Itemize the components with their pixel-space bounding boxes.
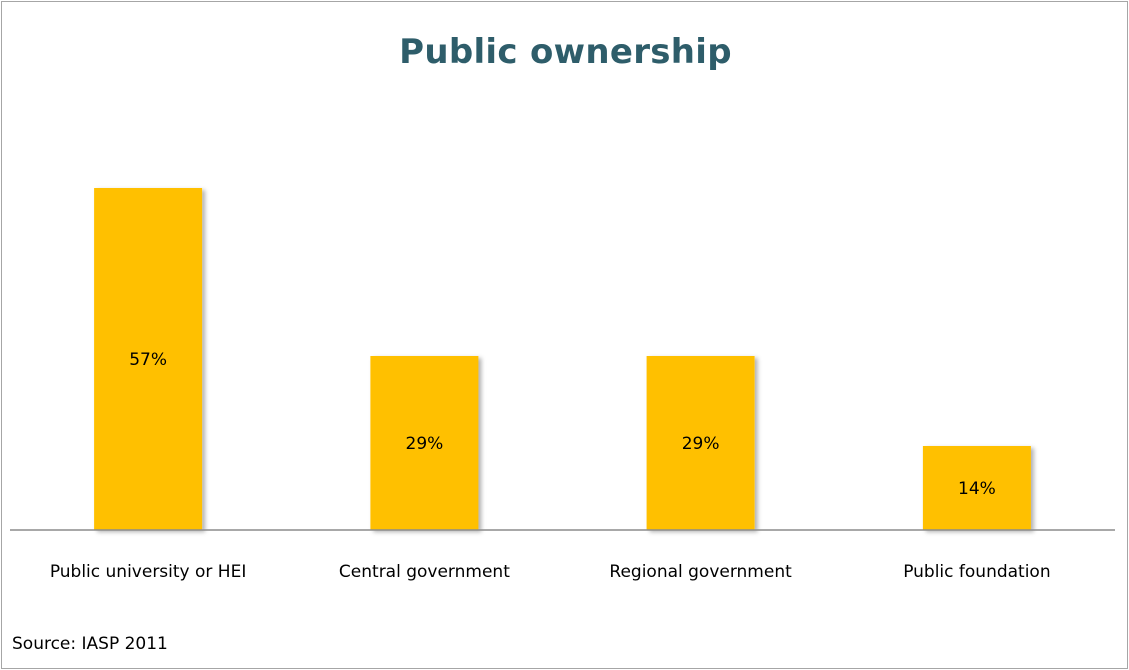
category-label-3: Regional government	[609, 562, 792, 582]
source-note: Source: IASP 2011	[12, 634, 168, 654]
data-label-1: 57%	[129, 350, 167, 370]
data-label-4: 14%	[958, 479, 996, 499]
category-label-4: Public foundation	[903, 562, 1050, 582]
bar-2	[370, 356, 479, 530]
data-label-3: 29%	[682, 434, 720, 454]
chart-title: Public ownership	[399, 32, 732, 72]
category-label-2: Central government	[339, 562, 510, 582]
bar-4	[922, 446, 1031, 530]
bar-3	[646, 356, 755, 530]
bars-group	[94, 188, 1031, 530]
labels-group: 57% Public university or HEI 29% Central go…	[50, 350, 1051, 582]
data-label-2: 29%	[406, 434, 444, 454]
bar-1	[94, 188, 203, 530]
category-label-1: Public university or HEI	[50, 562, 247, 582]
